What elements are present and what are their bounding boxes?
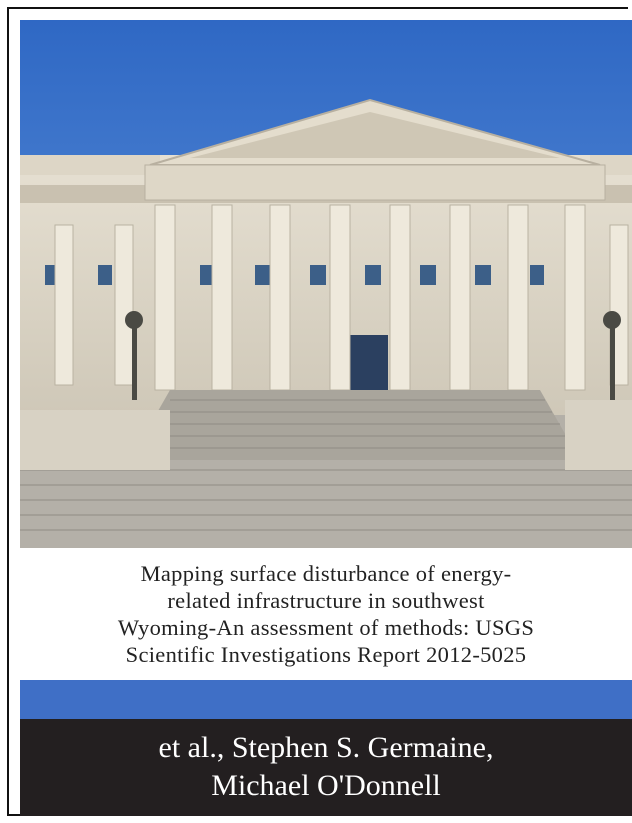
page: {"cover": { "title_lines": ["Mapping sur… [0,0,632,823]
author-line: Michael O'Donnell [20,767,632,805]
title-line: Scientific Investigations Report 2012-50… [20,641,632,668]
blue-band [20,680,632,719]
title-line: Mapping surface disturbance of energy- [20,560,632,587]
door [350,335,388,390]
authors: et al., Stephen S. Germaine, Michael O'D… [20,719,632,816]
author-line: et al., Stephen S. Germaine, [20,729,632,767]
left-wall [20,410,170,470]
book-title: Mapping surface disturbance of energy- r… [20,560,632,668]
cover-photo [20,20,632,548]
title-line: related infrastructure in southwest [20,587,632,614]
balustrade [20,155,160,175]
title-line: Wyoming-An assessment of methods: USGS [20,614,632,641]
right-wall [565,400,632,470]
entablature [145,165,605,200]
